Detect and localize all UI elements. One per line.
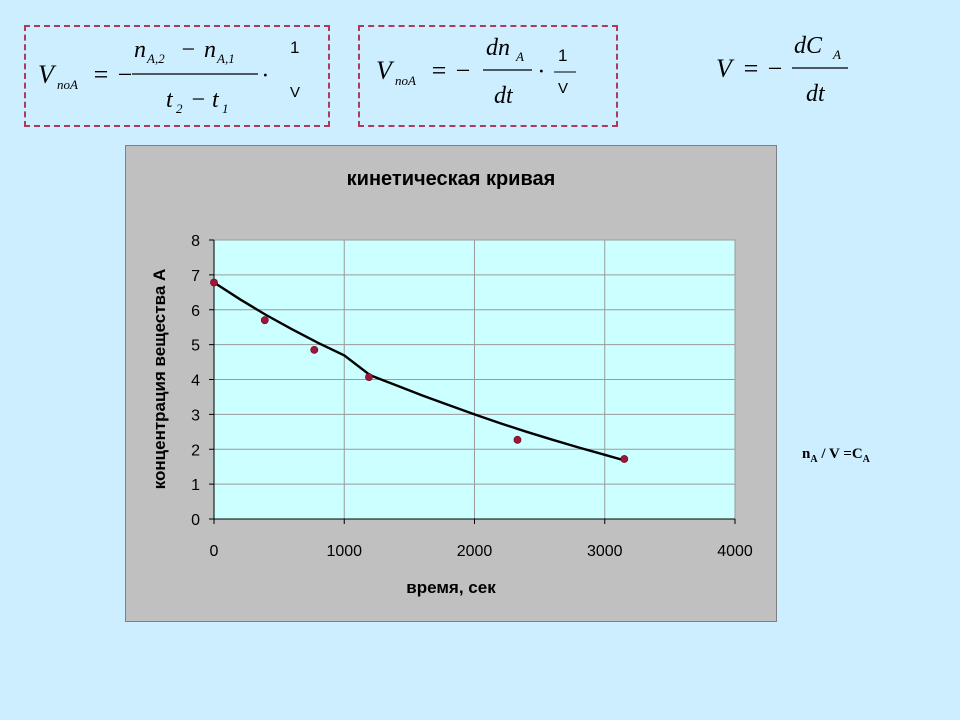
x-axis-label: время, сек <box>406 578 496 597</box>
f1-volume: V <box>290 84 300 101</box>
y-tick-label-7: 7 <box>191 268 200 285</box>
f1-den-b-sub: 1 <box>222 101 229 116</box>
f1-dot: · <box>262 63 268 89</box>
x-tick-labels: 0 1000 2000 3000 4000 <box>210 543 753 560</box>
f1-den-b: t <box>212 87 220 113</box>
f2-volume: V <box>558 80 568 97</box>
f1-den-a: t <box>166 87 174 113</box>
f1-num-a: n <box>134 37 146 63</box>
data-point-5 <box>620 455 629 463</box>
y-tick-label-5: 5 <box>191 338 200 355</box>
y-axis-label: концентрация вещества А <box>150 269 169 490</box>
f2-numerator: dn <box>486 35 510 61</box>
f2-one: 1 <box>558 46 567 65</box>
y-tick-label-0: 0 <box>191 512 200 529</box>
f3-equals: = − <box>742 54 784 83</box>
formula-instant-rate: V поA = − dn A dt · 1 V <box>376 35 576 109</box>
f2-numerator-sub: A <box>515 49 524 64</box>
axes <box>209 239 736 524</box>
f1-num-a-sub: A,2 <box>146 51 165 66</box>
y-tick-label-4: 4 <box>191 373 200 390</box>
relation-mid: / V =C <box>817 446 863 462</box>
kinetic-curve-chart: кинетическая кривая 0 1000 2000 3000 4000 0 1… <box>125 145 777 622</box>
relation-n-sub: A <box>810 454 818 465</box>
y-tick-label-1: 1 <box>191 477 200 494</box>
f1-lhs-sub: поA <box>57 77 78 92</box>
f3-lhs: V <box>716 54 735 83</box>
y-tick-label-3: 3 <box>191 407 200 424</box>
trend-curve <box>213 281 625 462</box>
y-tick-labels: 0 1 2 3 4 5 6 7 8 <box>191 233 200 529</box>
f1-num-minus: − <box>180 37 196 63</box>
f2-equals: = − <box>430 56 472 85</box>
data-point-2 <box>310 345 319 354</box>
f3-numerator-sub: A <box>832 47 841 62</box>
f2-lhs: V <box>376 56 395 85</box>
f1-den-a-sub: 2 <box>176 101 183 116</box>
concentration-relation: nA / V =CA <box>802 446 870 465</box>
f1-one: 1 <box>290 38 299 57</box>
formula-concentration-rate: V = − dC A dt <box>716 33 848 107</box>
x-tick-label-2: 2000 <box>457 543 493 560</box>
data-point-0 <box>210 278 218 287</box>
formula-box-average-rate: V поA = − n A,2 − n A,1 t 2 − t 1 · 1 V <box>24 25 330 127</box>
y-tick-label-8: 8 <box>191 233 200 250</box>
formula-box-instant-rate: V поA = − dn A dt · 1 V <box>358 25 618 127</box>
x-tick-label-0: 0 <box>210 543 219 560</box>
f1-den-minus: − <box>190 87 206 113</box>
data-points <box>210 278 629 463</box>
y-tick-label-2: 2 <box>191 442 200 459</box>
data-point-3 <box>365 373 373 381</box>
x-tick-label-4: 4000 <box>717 543 753 560</box>
f1-equals: = − <box>92 60 134 89</box>
data-point-1 <box>260 316 269 325</box>
x-tick-label-1: 1000 <box>326 543 362 560</box>
f1-lhs: V <box>38 60 57 89</box>
f1-num-b-sub: A,1 <box>216 51 235 66</box>
relation-c-sub: A <box>862 454 870 465</box>
f2-dot: · <box>538 59 544 85</box>
x-tick-label-3: 3000 <box>587 543 623 560</box>
f3-numerator: dC <box>794 33 823 59</box>
f3-denominator: dt <box>806 81 826 107</box>
f2-lhs-sub: поA <box>395 73 416 88</box>
f1-num-b: n <box>204 37 216 63</box>
f2-denominator: dt <box>494 83 514 109</box>
relation-n: n <box>802 446 811 462</box>
y-tick-label-6: 6 <box>191 303 200 320</box>
chart-title: кинетическая кривая <box>347 168 556 190</box>
formula-average-rate: V поA = − n A,2 − n A,1 t 2 − t 1 · 1 V <box>38 37 300 116</box>
data-point-4 <box>513 435 522 444</box>
